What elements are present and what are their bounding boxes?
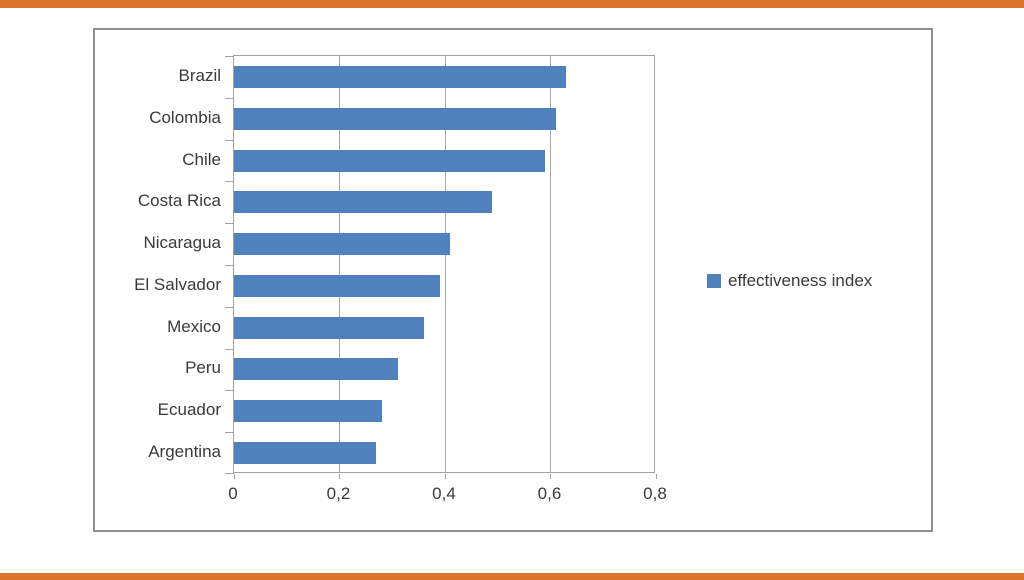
category-label-chile: Chile <box>182 150 221 169</box>
category-axis-tick <box>225 265 234 266</box>
legend-swatch <box>707 274 721 288</box>
category-axis-tick <box>225 98 234 99</box>
category-axis-tick <box>225 223 234 224</box>
category-axis-tick <box>225 432 234 433</box>
legend-label: effectiveness index <box>728 271 873 290</box>
category-label-el-salvador: El Salvador <box>134 275 221 294</box>
bar-chile <box>234 150 545 172</box>
bar-costa-rica <box>234 191 492 213</box>
bar-el-salvador <box>234 275 440 297</box>
bottom-accent-bar <box>0 573 1024 580</box>
x-axis-tick <box>444 474 446 479</box>
x-axis-tick-label: 0 <box>228 484 238 503</box>
gridline-x-0,6 <box>550 56 551 472</box>
category-label-ecuador: Ecuador <box>157 400 221 419</box>
category-label-peru: Peru <box>185 358 221 377</box>
category-axis-tick <box>225 349 234 350</box>
legend: effectiveness index <box>707 271 872 291</box>
bar-colombia <box>234 108 556 130</box>
x-axis-tick-label: 0,8 <box>643 484 667 503</box>
chart-frame: Brazil Colombia Chile Costa Rica Nicaragua El… <box>93 28 933 532</box>
gridline-x-0,4 <box>444 56 446 472</box>
x-axis-tick <box>233 474 235 479</box>
bar-brazil <box>234 66 566 88</box>
category-label-mexico: Mexico <box>167 317 221 336</box>
x-axis-tick <box>339 474 340 479</box>
category-axis-labels: Brazil Colombia Chile Costa Rica Nicaragua El… <box>95 55 221 473</box>
x-axis-tick-label: 0,2 <box>326 484 351 503</box>
bar-nicaragua <box>234 233 450 255</box>
top-accent-bar <box>0 0 1024 8</box>
x-axis-tick <box>655 474 657 479</box>
category-label-costa-rica: Costa Rica <box>137 191 221 210</box>
category-axis-tick <box>225 390 234 391</box>
x-axis-labels: 0 0,2 0,4 0,6 0,8 <box>228 484 667 508</box>
x-axis-tick-label: 0,4 <box>432 484 456 503</box>
category-label-brazil: Brazil <box>178 66 221 85</box>
category-label-nicaragua: Nicaragua <box>143 233 222 252</box>
category-axis-tick <box>225 307 234 308</box>
gridline-x-0,2 <box>339 56 340 472</box>
x-axis-tick-label: 0,6 <box>537 484 562 503</box>
plot-area <box>225 55 657 479</box>
bar-argentina <box>234 442 376 464</box>
bar-ecuador <box>234 400 382 422</box>
category-axis-tick <box>225 140 234 141</box>
category-label-colombia: Colombia <box>149 108 221 127</box>
category-axis-tick <box>225 181 234 182</box>
category-label-argentina: Argentina <box>148 442 221 461</box>
bar-mexico <box>234 317 424 339</box>
category-axis-tick <box>225 56 234 57</box>
bar-peru <box>234 358 398 380</box>
x-axis-tick <box>550 474 551 479</box>
category-axis-tick <box>225 473 234 474</box>
